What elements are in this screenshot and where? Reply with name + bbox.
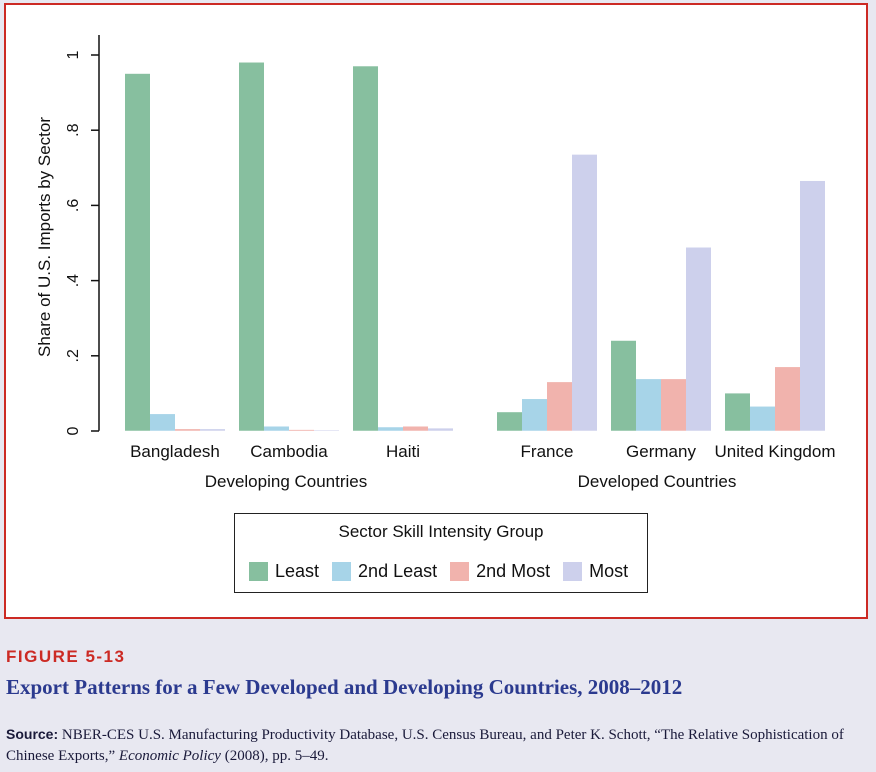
y-tick-label: 1 [65, 50, 82, 59]
source-text-2: (2008), pp. 5–49. [224, 748, 329, 764]
bar-least [611, 340, 636, 431]
legend-label: 2nd Least [358, 561, 438, 581]
bar-2nd-most [289, 429, 314, 431]
x-category-label: Germany [626, 442, 696, 461]
bar-2nd-most [403, 426, 428, 431]
x-category-label: France [521, 442, 574, 461]
bar-least [353, 66, 378, 431]
legend-title: Sector Skill Intensity Group [338, 522, 544, 541]
legend-label: Least [275, 561, 320, 581]
bar-most [428, 428, 453, 431]
legend-swatch [450, 562, 470, 581]
legend-swatch [563, 562, 583, 581]
legend-swatch [332, 562, 352, 581]
bar-most [686, 247, 711, 431]
y-tick-label: .6 [65, 199, 82, 212]
x-category-label: Bangladesh [130, 442, 220, 461]
bar-2nd-most [547, 382, 572, 431]
bar-2nd-least [378, 427, 403, 431]
bar-2nd-least [750, 406, 775, 431]
bar-2nd-least [636, 379, 661, 431]
y-ticks: 0 .2 .4 .6 .8 1 [65, 50, 99, 435]
x-category-label: Cambodia [250, 442, 328, 461]
bar-2nd-most [661, 379, 686, 431]
bar-least [239, 62, 264, 432]
legend-items: Least 2nd Least 2nd Most Most [249, 561, 641, 582]
legend-item: 2nd Most [450, 561, 550, 582]
bar-least [725, 393, 750, 431]
x-group-label: Developing Countries [205, 472, 368, 491]
legend-item: Most [563, 561, 628, 582]
x-category-label: Haiti [386, 442, 420, 461]
bar-most [800, 180, 825, 431]
figure-title: Export Patterns for a Few Developed and … [6, 675, 683, 699]
figure-number: FIGURE 5-13 [6, 647, 126, 666]
legend-swatch [249, 562, 268, 581]
bar-most [572, 154, 597, 431]
source-text-1: NBER-CES U.S. Manufacturing Productivity… [6, 727, 844, 764]
source-label: Source: [6, 726, 59, 742]
y-tick-label: .8 [65, 123, 82, 136]
legend-item: Least [249, 561, 319, 582]
y-axis-label: Share of U.S. Imports by Sector [35, 117, 54, 357]
bars [99, 62, 842, 432]
bar-least [497, 412, 522, 431]
bar-chart: Share of U.S. Imports by Sector 0 .2 .4 .6.… [35, 35, 842, 491]
chart-frame: Share of U.S. Imports by Sector 0 .2 .4 .6.… [4, 3, 868, 619]
legend: Sector Skill Intensity Group Least 2nd Le… [234, 513, 648, 593]
legend-label: Most [589, 561, 629, 581]
axes: Share of U.S. Imports by Sector [35, 35, 100, 431]
bar-2nd-most [175, 429, 200, 431]
bar-2nd-least [150, 414, 175, 431]
y-tick-label: .2 [65, 349, 82, 362]
x-group-label: Developed Countries [578, 472, 737, 491]
legend-label: 2nd Most [476, 561, 551, 581]
y-tick-label: .4 [65, 274, 82, 287]
y-tick-label: 0 [65, 426, 82, 435]
bar-least [125, 73, 150, 432]
source-journal: Economic Policy [118, 748, 221, 764]
bar-2nd-least [264, 426, 289, 431]
bar-2nd-most [775, 367, 800, 431]
x-category-label: United Kingdom [715, 442, 836, 461]
x-labels: Bangladesh Cambodia Haiti France Germany Unit… [130, 442, 835, 491]
legend-item: 2nd Least [332, 561, 437, 582]
figure-source: Source: NBER-CES U.S. Manufacturing Prod… [6, 724, 866, 767]
bar-most [200, 429, 225, 431]
bar-2nd-least [522, 399, 547, 431]
bar-most [314, 430, 339, 431]
